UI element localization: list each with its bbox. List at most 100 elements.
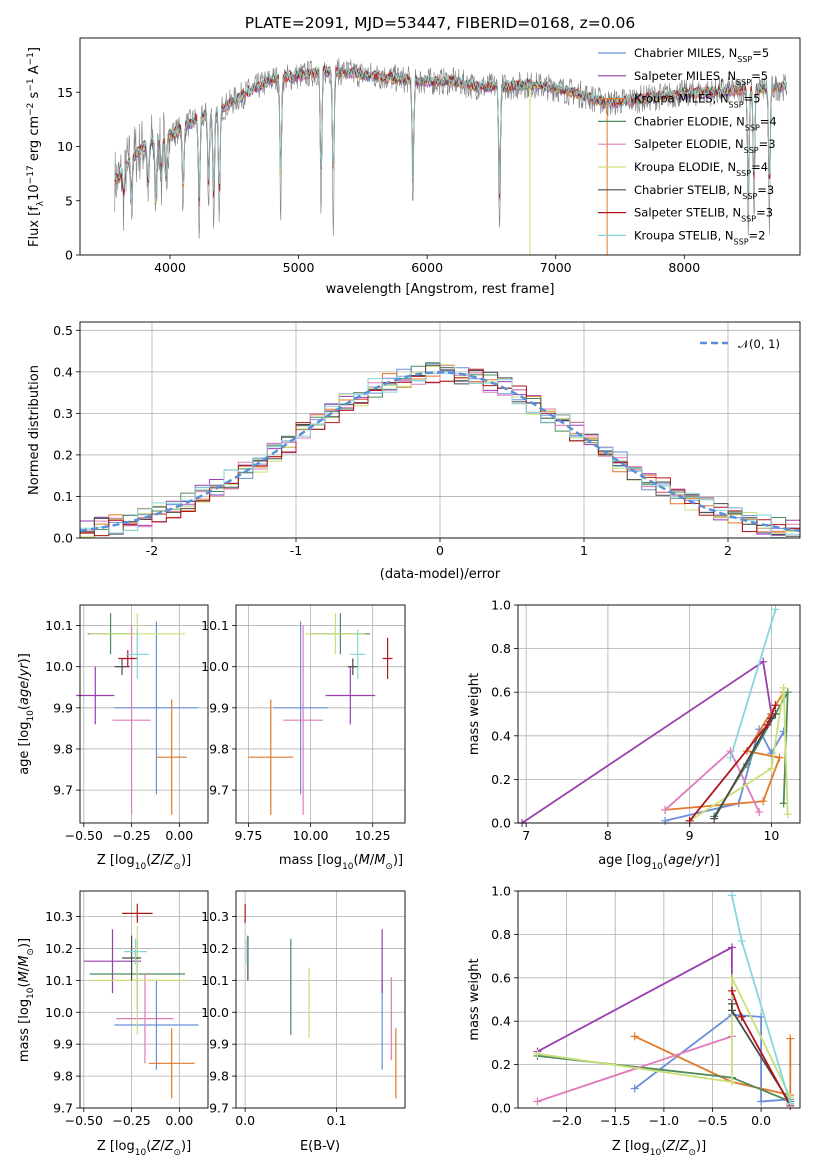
axes-frame bbox=[235, 890, 406, 1109]
x-tick-label: −0.25 bbox=[112, 828, 150, 843]
weight-line bbox=[537, 1035, 733, 1103]
legend-label: Chabrier STELIB, NSSP=3 bbox=[634, 183, 774, 201]
y-tick-label: 9.8 bbox=[53, 1069, 73, 1084]
y-tick-label: 10.1 bbox=[201, 618, 229, 633]
x-tick-label: −0.5 bbox=[697, 1113, 727, 1128]
panel-age-vs-Z: −0.50 −0.25 0.00 9.7 9.8 9.9 10.0 10.1 Z [log10(… bbox=[17, 604, 209, 872]
weight-marker bbox=[661, 816, 670, 825]
legend-label: Salpeter MILES, NSSP=5 bbox=[634, 69, 768, 87]
weight-line bbox=[634, 1035, 792, 1097]
grid bbox=[236, 605, 405, 823]
residual-histogram bbox=[80, 365, 800, 533]
legend-label: Salpeter ELODIE, NSSP=3 bbox=[634, 137, 776, 155]
axes-frame bbox=[79, 37, 801, 256]
axes-frame bbox=[235, 604, 406, 824]
y-tick-label: 9.7 bbox=[53, 1101, 73, 1116]
x-tick-label: -1 bbox=[290, 543, 302, 558]
weight-marker bbox=[767, 764, 776, 773]
x-axis-label: Z [log10(Z/Z⊙)] bbox=[97, 853, 191, 872]
y-tick-label: 10.0 bbox=[45, 1005, 73, 1020]
legend-label: Salpeter STELIB, NSSP=3 bbox=[634, 206, 773, 224]
weight-marker bbox=[783, 688, 792, 697]
weight-marker bbox=[533, 1097, 542, 1106]
plot-area bbox=[83, 903, 199, 1099]
x-tick-label: −0.50 bbox=[65, 828, 103, 843]
weight-marker bbox=[685, 816, 694, 825]
x-tick-label: 0.0 bbox=[751, 1113, 771, 1128]
y-tick-label: 9.9 bbox=[209, 1037, 229, 1052]
residual-histogram bbox=[80, 368, 800, 537]
y-tick-label: 0.1 bbox=[53, 489, 73, 504]
weight-marker bbox=[763, 720, 772, 729]
x-axis-label: wavelength [Angstrom, rest frame] bbox=[326, 282, 555, 297]
y-axis-label: mass [log10(M/M⊙)] bbox=[17, 938, 36, 1062]
y-tick-label: 0.4 bbox=[491, 728, 511, 743]
y-tick-label: 15 bbox=[57, 85, 73, 100]
x-tick-label: −1.0 bbox=[649, 1113, 679, 1128]
weight-marker bbox=[630, 1084, 639, 1093]
x-tick-label: 0.1 bbox=[327, 1113, 347, 1128]
y-tick-label: 0.4 bbox=[53, 364, 73, 379]
weight-line bbox=[521, 660, 773, 824]
y-tick-label: 9.7 bbox=[53, 783, 73, 798]
x-axis-label: age [log10(age/yr)] bbox=[598, 853, 720, 872]
y-tick-label: 0.6 bbox=[491, 685, 511, 700]
x-axis-label: Z [log10(Z/Z⊙)] bbox=[612, 1139, 706, 1158]
weight-marker bbox=[775, 753, 784, 762]
x-tick-label: 0.0 bbox=[235, 1113, 255, 1128]
grid bbox=[236, 891, 405, 1109]
weight-marker bbox=[710, 814, 719, 823]
panel-mass-vs-Z: −0.50 −0.25 0.00 9.7 9.8 9.9 10.0 10.1 10.2 10.3 Z… bbox=[17, 890, 209, 1158]
y-tick-label: 9.9 bbox=[209, 700, 229, 715]
y-tick-label: 10.1 bbox=[45, 973, 73, 988]
plot-area bbox=[80, 362, 800, 538]
weight-marker bbox=[737, 1012, 746, 1021]
y-tick-label: 9.8 bbox=[209, 1069, 229, 1084]
weight-marker bbox=[737, 936, 746, 945]
weight-marker bbox=[783, 810, 792, 819]
panel-spectrum: 4000 5000 6000 7000 8000 0 5 10 15 Chabrier MILES… bbox=[26, 37, 801, 297]
x-tick-label: −0.25 bbox=[112, 1113, 150, 1128]
weight-marker bbox=[727, 986, 736, 995]
weight-marker bbox=[727, 943, 736, 952]
x-tick-label: 8 bbox=[604, 828, 612, 843]
y-tick-label: 0.5 bbox=[53, 323, 73, 338]
legend-label: Kroupa ELODIE, NSSP=4 bbox=[634, 160, 768, 178]
y-tick-label: 0.6 bbox=[491, 970, 511, 985]
weight-marker bbox=[759, 797, 768, 806]
y-tick-label: 10.2 bbox=[201, 941, 229, 956]
y-tick-label: 0.8 bbox=[491, 641, 511, 656]
x-tick-label: 9.75 bbox=[235, 828, 263, 843]
weight-marker bbox=[779, 683, 788, 692]
y-tick-label: 0.4 bbox=[491, 1014, 511, 1029]
y-tick-label: 10.0 bbox=[45, 659, 73, 674]
grid bbox=[518, 890, 800, 1109]
x-tick-label: 0.00 bbox=[165, 828, 193, 843]
figure-title: PLATE=2091, MJD=53447, FIBERID=0168, z=0… bbox=[245, 14, 635, 32]
y-tick-label: 9.7 bbox=[209, 783, 229, 798]
weight-marker bbox=[786, 1034, 795, 1043]
panel-age-vs-mass: 9.75 10.00 10.25 9.7 9.8 9.9 10.0 10.1 mass [log… bbox=[201, 604, 406, 872]
legend-label: Kroupa STELIB, NSSP=2 bbox=[634, 228, 765, 246]
normal-curve bbox=[80, 371, 800, 532]
weight-line bbox=[537, 977, 792, 1098]
y-tick-label: 0.2 bbox=[491, 1057, 511, 1072]
y-tick-label: 0.8 bbox=[491, 927, 511, 942]
y-axis-label: Normed distribution bbox=[27, 365, 42, 495]
plot-area bbox=[114, 57, 788, 255]
x-tick-label: 7000 bbox=[540, 260, 572, 275]
weight-marker bbox=[630, 1032, 639, 1041]
x-tick-label: 0.00 bbox=[165, 1113, 193, 1128]
y-tick-label: 10.2 bbox=[45, 941, 73, 956]
weight-marker bbox=[726, 753, 735, 762]
y-tick-label: 0.3 bbox=[53, 406, 73, 421]
y-tick-label: 10.0 bbox=[201, 1005, 229, 1020]
weight-marker bbox=[661, 805, 670, 814]
weight-marker bbox=[727, 973, 736, 982]
plot-area bbox=[244, 903, 397, 1099]
weight-marker bbox=[771, 701, 780, 710]
y-tick-label: 5 bbox=[65, 193, 73, 208]
plot-area bbox=[248, 613, 393, 815]
y-tick-label: 1.0 bbox=[491, 598, 511, 613]
y-tick-label: 0.0 bbox=[491, 1101, 511, 1116]
